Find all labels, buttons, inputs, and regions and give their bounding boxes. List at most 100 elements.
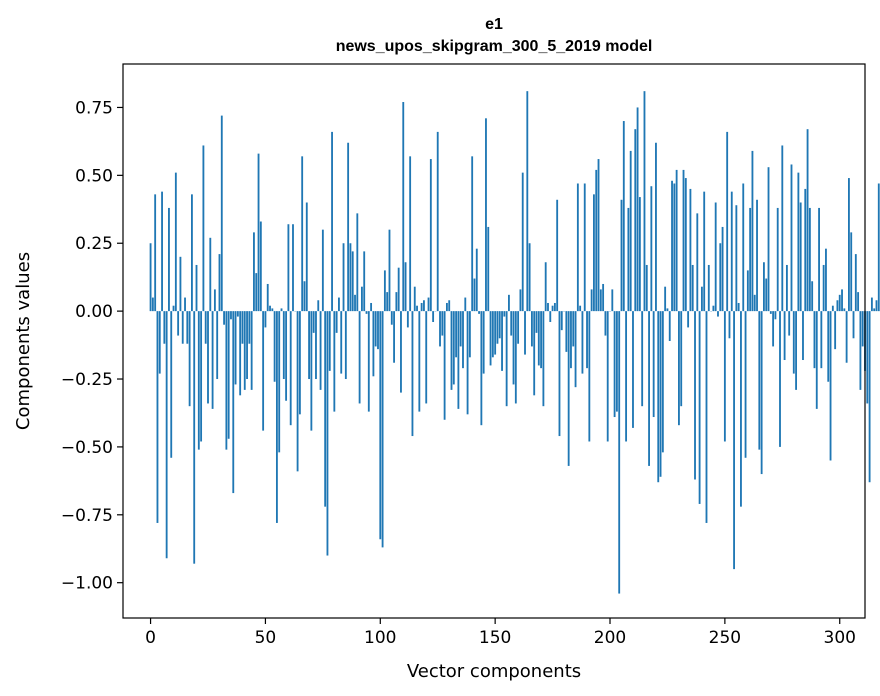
bar (505, 311, 508, 407)
bar (772, 311, 775, 347)
bar (850, 232, 853, 312)
bar (806, 129, 809, 312)
bar (581, 311, 584, 374)
bar (163, 311, 166, 344)
bar (579, 305, 582, 312)
bar (877, 183, 880, 312)
bar (620, 199, 623, 312)
bar (319, 311, 322, 390)
bar (875, 300, 878, 312)
bar (455, 311, 458, 358)
bar (259, 221, 262, 312)
bar (354, 294, 356, 312)
y-tick-label: −0.75 (61, 506, 113, 526)
bar (735, 205, 738, 312)
bar (298, 311, 301, 415)
bar (358, 311, 361, 404)
bar (530, 311, 533, 347)
bar (519, 289, 522, 312)
bar (818, 207, 820, 312)
bar (622, 121, 625, 312)
bar (788, 311, 791, 336)
bar (383, 270, 386, 312)
bar (278, 311, 281, 453)
bar (583, 183, 586, 312)
bar (666, 308, 669, 312)
bar (792, 311, 795, 374)
bar (501, 311, 503, 371)
bar (567, 311, 570, 466)
bar (404, 262, 407, 312)
bar (797, 172, 800, 312)
bar (831, 305, 834, 312)
bar (262, 311, 265, 431)
y-tick-label: 0.00 (75, 302, 113, 322)
bar (634, 129, 637, 312)
bar (556, 199, 559, 312)
bar (197, 311, 200, 450)
bar (248, 311, 251, 344)
bar (409, 156, 412, 312)
bar (572, 311, 575, 347)
bar (200, 311, 203, 442)
bar (264, 311, 267, 328)
bar (813, 311, 816, 369)
bar (296, 311, 299, 472)
bar (636, 107, 639, 312)
bar (349, 243, 352, 312)
bar (815, 311, 818, 409)
bar (728, 311, 731, 339)
bar (808, 207, 811, 312)
bar (574, 311, 577, 388)
bar (593, 194, 595, 312)
bar (671, 180, 673, 312)
bar (402, 102, 405, 312)
bar (604, 311, 607, 336)
y-tick-label: 0.75 (75, 98, 113, 118)
bar (324, 311, 327, 507)
bar (333, 311, 336, 412)
bar (549, 311, 552, 322)
bar (158, 311, 161, 374)
bar (822, 264, 825, 312)
bar (441, 311, 444, 336)
bar (340, 311, 343, 374)
bar (273, 311, 276, 382)
bar (338, 297, 340, 312)
bar (388, 229, 391, 312)
bar (489, 311, 492, 366)
bar (758, 311, 761, 450)
bar (220, 115, 223, 312)
bar (381, 311, 384, 548)
bar (218, 254, 221, 312)
bar (650, 186, 653, 312)
bar (742, 183, 745, 312)
bar (216, 311, 219, 380)
bar (360, 286, 363, 312)
bar (611, 289, 614, 312)
bar (204, 311, 207, 344)
bar (425, 311, 428, 404)
bar (275, 311, 278, 523)
bar (471, 156, 474, 312)
bar (184, 297, 186, 312)
bar (181, 311, 184, 344)
bar (450, 311, 453, 390)
bar (508, 294, 510, 312)
bar (625, 311, 628, 442)
bar (374, 311, 377, 347)
bar (790, 164, 793, 312)
bar (841, 289, 843, 312)
bar (586, 311, 588, 369)
bar (873, 308, 876, 312)
chart-title: e1 (485, 16, 503, 33)
bar (443, 311, 446, 420)
bar (317, 300, 320, 312)
bar (859, 311, 862, 390)
bars-group (149, 91, 880, 594)
bar (232, 311, 235, 494)
bar (804, 188, 807, 312)
bar (266, 283, 269, 312)
bar (282, 311, 285, 380)
